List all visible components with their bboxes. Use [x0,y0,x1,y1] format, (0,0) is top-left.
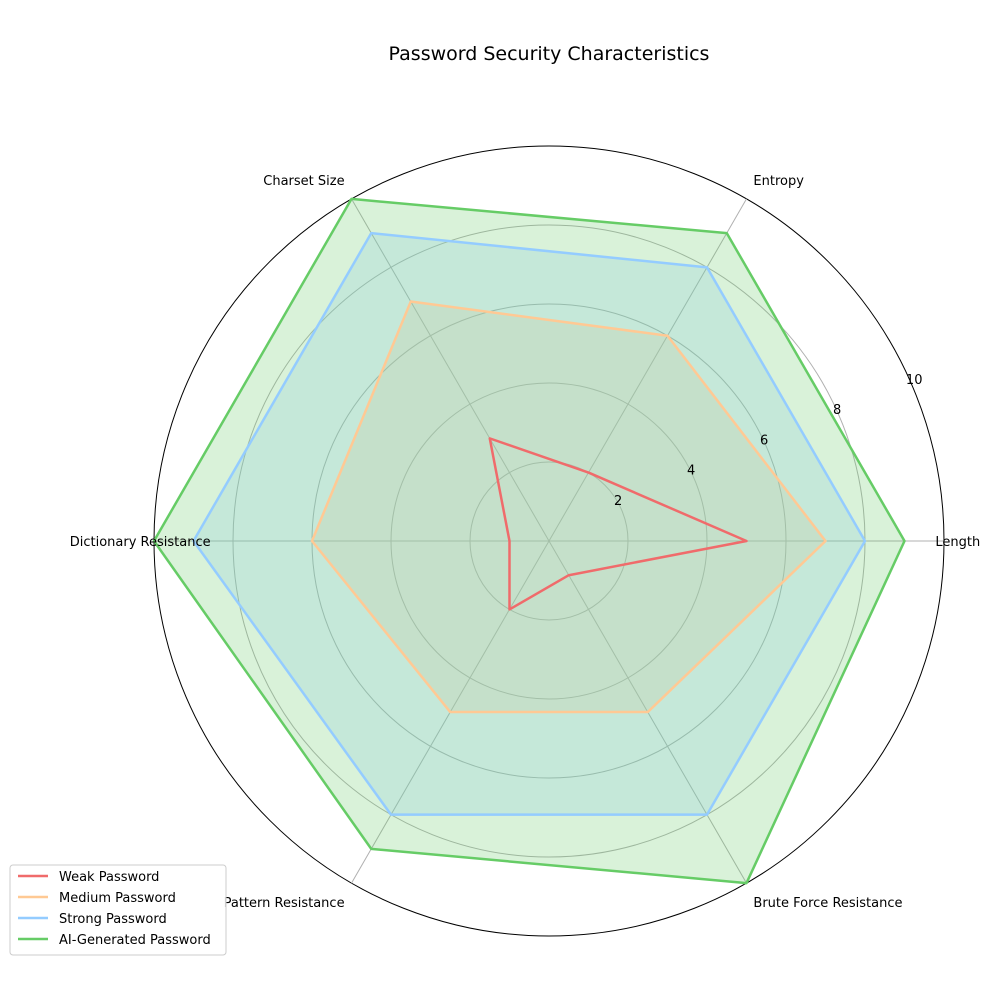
tick-label-6: 6 [760,433,768,448]
series-lines [152,197,906,885]
series-fill-strong-password [193,233,865,815]
legend-label-ai-generated: AI-Generated Password [59,933,211,948]
series-line-strong-password [192,231,867,816]
tick-label-4: 4 [687,464,695,479]
spoke-charset-size [351,198,550,542]
axis-label-brute-force-resistance: Brute Force Resistance [753,896,902,911]
legend-label-medium: Medium Password [59,891,176,906]
tick-label-10: 10 [906,373,923,388]
chart-title: Password Security Characteristics [389,43,710,65]
legend-label-weak: Weak Password [59,870,159,885]
spoke-entropy [548,198,747,542]
axis-label-entropy: Entropy [753,174,804,189]
axis-label-dictionary-resistance: Dictionary Resistance [70,535,211,550]
series-line-ai-generated-password [152,197,906,885]
axis-label-length: Length [935,535,980,550]
axis-labels: Length Entropy Charset Size Dictionary Resi… [70,174,981,911]
legend: Weak Password Medium Password Strong Pas… [9,864,227,956]
tick-label-8: 8 [833,403,841,418]
legend-frame [9,864,227,956]
axis-label-charset-size: Charset Size [263,174,344,189]
series-fills [154,198,905,884]
series-line-medium-password [310,300,827,714]
tick-label-2: 2 [614,494,622,509]
axis-label-pattern-resistance: Pattern Resistance [224,896,345,911]
series-fill-medium-password [312,301,826,713]
series-line-weak-password [488,437,748,611]
legend-label-strong: Strong Password [59,912,167,927]
series-fill-ai-generated-password [154,198,905,884]
radial-tick-labels: 2 4 6 8 10 [614,373,922,509]
